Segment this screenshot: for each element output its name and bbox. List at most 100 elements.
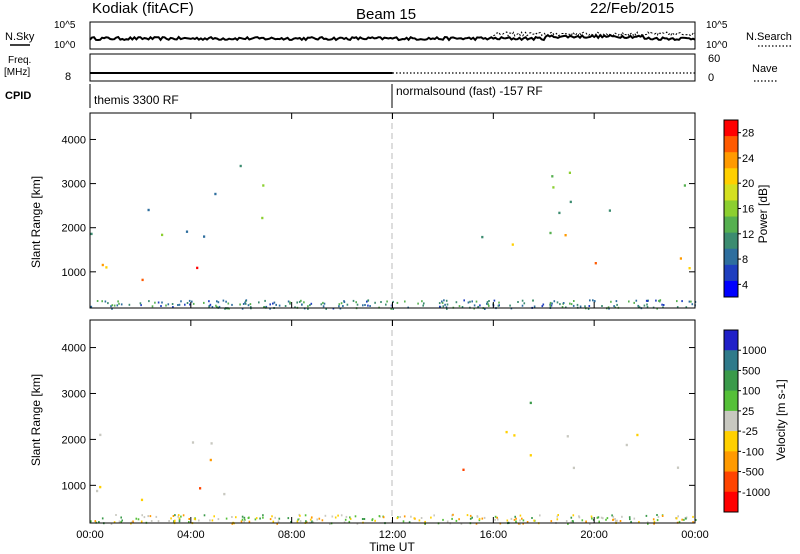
velocity-ground-scatter-cell <box>255 517 258 520</box>
velocity-ground-scatter-cell <box>316 518 318 521</box>
power-ground-scatter-cell <box>139 302 142 305</box>
velocity-ground-scatter-cell <box>296 520 299 523</box>
velocity-ground-scatter-cell <box>141 514 143 517</box>
power-ground-scatter-cell <box>222 299 225 302</box>
velocity-ground-scatter-cell <box>120 516 122 519</box>
power-ground-scatter-cell <box>445 299 448 302</box>
velocity-ground-scatter-cell <box>494 518 496 521</box>
power-ground-scatter-cell <box>573 300 575 302</box>
power-ground-scatter-cell <box>161 301 163 304</box>
x-tick-label: 00:00 <box>76 529 104 541</box>
power-colorbar-swatch <box>724 152 738 169</box>
power-ground-scatter-cell <box>128 303 131 306</box>
power-ground-scatter-cell <box>186 302 189 304</box>
power-ground-scatter-cell <box>549 303 551 306</box>
power-ground-scatter-cell <box>217 301 220 304</box>
x-tick-label: 00:00 <box>681 529 709 541</box>
power-colorbar: 4 8 12 16 20 24 28 <box>723 119 754 298</box>
velocity-ground-scatter-cell <box>361 518 364 520</box>
velocity-colorbar-tick-label: 1000 <box>742 345 766 357</box>
velocity-ground-scatter-cell <box>225 517 228 520</box>
velocity-ground-scatter-cell <box>451 514 453 517</box>
power-ground-scatter-cell <box>287 300 290 303</box>
power-ground-scatter-cell <box>551 302 553 305</box>
power-ground-scatter-cell <box>231 303 233 306</box>
velocity-colorbar-frame <box>723 329 739 513</box>
power-ground-scatter-cell <box>579 305 582 308</box>
power-ground-scatter-cell <box>681 300 683 303</box>
power-ground-scatter-cell <box>685 306 688 309</box>
velocity-ground-scatter-cell <box>182 514 185 517</box>
velocity-ground-scatter-cell <box>168 520 170 522</box>
power-ground-scatter-cell <box>338 303 341 306</box>
power-echo-cell <box>568 171 571 174</box>
velocity-y-tick-label: 1000 <box>62 480 86 492</box>
velocity-ground-scatter-cell <box>653 522 655 525</box>
power-ground-scatter-cell <box>148 300 150 303</box>
power-ground-scatter-cell <box>467 301 470 304</box>
velocity-ground-scatter-cell <box>455 519 458 522</box>
velocity-ground-scatter-cell <box>243 516 246 519</box>
velocity-ground-scatter-cell <box>410 515 412 518</box>
velocity-ground-scatter-cell <box>661 515 664 517</box>
power-ground-scatter-cell <box>366 300 368 303</box>
velocity-echo-cell <box>99 485 102 489</box>
velocity-ground-scatter-cell <box>408 521 411 524</box>
power-ground-scatter-cell <box>289 301 291 304</box>
power-ground-scatter-cell <box>178 303 181 306</box>
power-ground-scatter-cell <box>521 304 524 307</box>
power-ground-scatter-cell <box>272 302 274 305</box>
velocity-colorbar-tick-label: 500 <box>742 365 760 377</box>
power-colorbar-swatch <box>724 200 738 218</box>
velocity-echo-cell <box>625 443 628 447</box>
velocity-colorbar-swatch <box>724 431 738 452</box>
power-echo-cell <box>141 278 144 282</box>
power-ground-scatter-cell <box>346 303 349 306</box>
velocity-ground-scatter-cell <box>177 515 179 518</box>
power-ground-scatter-cell <box>638 306 641 309</box>
nave-tick-bottom: 0 <box>708 72 714 84</box>
velocity-ground-scatter-cell <box>135 517 138 520</box>
power-ground-scatter-cell <box>117 300 119 303</box>
date-title: 22/Feb/2015 <box>590 0 674 17</box>
velocity-ground-scatter-cell <box>276 522 278 525</box>
power-ground-scatter-cell <box>258 301 260 304</box>
x-tick-label: 20:00 <box>580 529 608 541</box>
power-ground-scatter-cell <box>216 305 218 308</box>
velocity-ground-scatter-cell <box>140 520 143 523</box>
velocity-ground-scatter-cell <box>590 515 593 518</box>
power-ground-scatter-cell <box>645 299 648 302</box>
power-ground-scatter-cell <box>613 305 615 308</box>
velocity-echo-cell <box>140 498 144 502</box>
power-ground-scatter-cell <box>367 299 370 302</box>
beam-title: Beam 15 <box>356 6 416 23</box>
velocity-ground-scatter-cell <box>312 521 315 524</box>
power-ground-scatter-cell <box>367 304 369 307</box>
velocity-ground-scatter-cell <box>150 520 153 522</box>
power-echo-cell <box>147 208 150 212</box>
velocity-ground-scatter-cell <box>570 516 573 519</box>
velocity-ground-scatter-cell <box>645 514 648 517</box>
power-ground-scatter-cell <box>90 305 93 308</box>
velocity-ground-scatter-cell <box>413 517 416 520</box>
power-ground-scatter-cell <box>273 301 276 304</box>
power-ground-scatter-cell <box>224 307 226 310</box>
freq-tick: 8 <box>65 71 71 83</box>
velocity-ground-scatter-cell <box>605 518 607 521</box>
power-echo-cell <box>511 243 514 246</box>
velocity-ground-scatter-cell <box>469 517 472 520</box>
power-ground-scatter-cell <box>655 299 657 302</box>
power-ground-scatter-cell <box>101 300 103 303</box>
velocity-ground-scatter-cell <box>619 520 622 522</box>
power-colorbar-tick-label: 8 <box>742 254 748 266</box>
power-ground-scatter-cell <box>455 301 458 304</box>
velocity-ground-scatter-cell <box>399 516 401 518</box>
power-ground-scatter-cell <box>172 306 174 308</box>
velocity-ground-scatter-cell <box>241 518 244 521</box>
power-ground-scatter-cell <box>688 300 691 303</box>
power-ground-scatter-cell <box>608 307 610 310</box>
power-ground-scatter-cell <box>309 304 311 307</box>
power-echo-scatter <box>90 164 697 310</box>
velocity-colorbar-swatch <box>724 471 738 493</box>
power-colorbar-tick-label: 16 <box>742 204 754 216</box>
